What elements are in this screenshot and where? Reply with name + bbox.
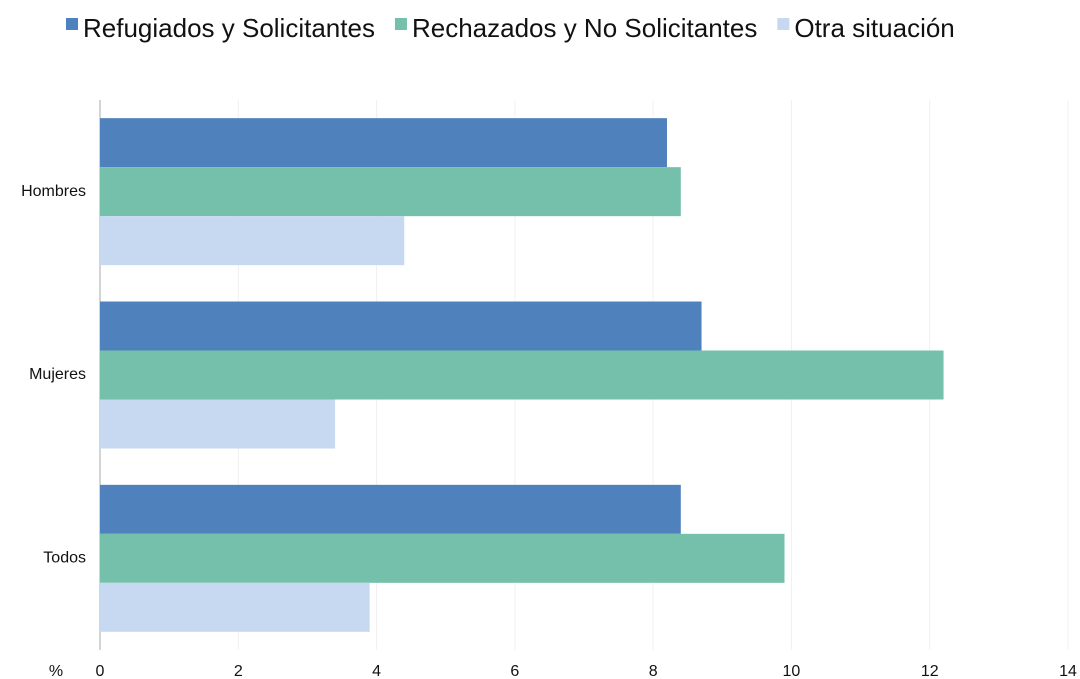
legend-label: Otra situación: [794, 13, 954, 43]
legend-swatch: [394, 18, 407, 30]
y-tick-label: Hombres: [21, 183, 86, 200]
x-tick-label: 8: [649, 663, 658, 679]
y-tick-label: Mujeres: [29, 366, 86, 383]
bar: [100, 216, 405, 266]
x-tick-label: 6: [510, 663, 519, 679]
x-axis-label: %: [49, 663, 63, 679]
bar: [100, 350, 944, 400]
legend-swatch: [66, 18, 78, 30]
x-tick-label: 10: [783, 663, 801, 679]
bar: [100, 301, 702, 351]
bar: [100, 533, 785, 583]
x-tick-label: 0: [96, 663, 105, 679]
bar: [100, 167, 681, 217]
legend-label: Rechazados y No Solicitantes: [412, 13, 757, 43]
bar: [100, 118, 667, 168]
x-tick-label: 14: [1059, 663, 1077, 679]
bar: [100, 399, 336, 449]
x-tick-label: 12: [921, 663, 939, 679]
legend-swatch: [777, 18, 790, 30]
legend-label: Refugiados y Solicitantes: [83, 13, 375, 43]
bar: [100, 484, 681, 534]
y-tick-label: Todos: [43, 550, 86, 567]
x-tick-label: 2: [234, 663, 243, 679]
x-tick-label: 4: [372, 663, 381, 679]
bar: [100, 582, 370, 632]
